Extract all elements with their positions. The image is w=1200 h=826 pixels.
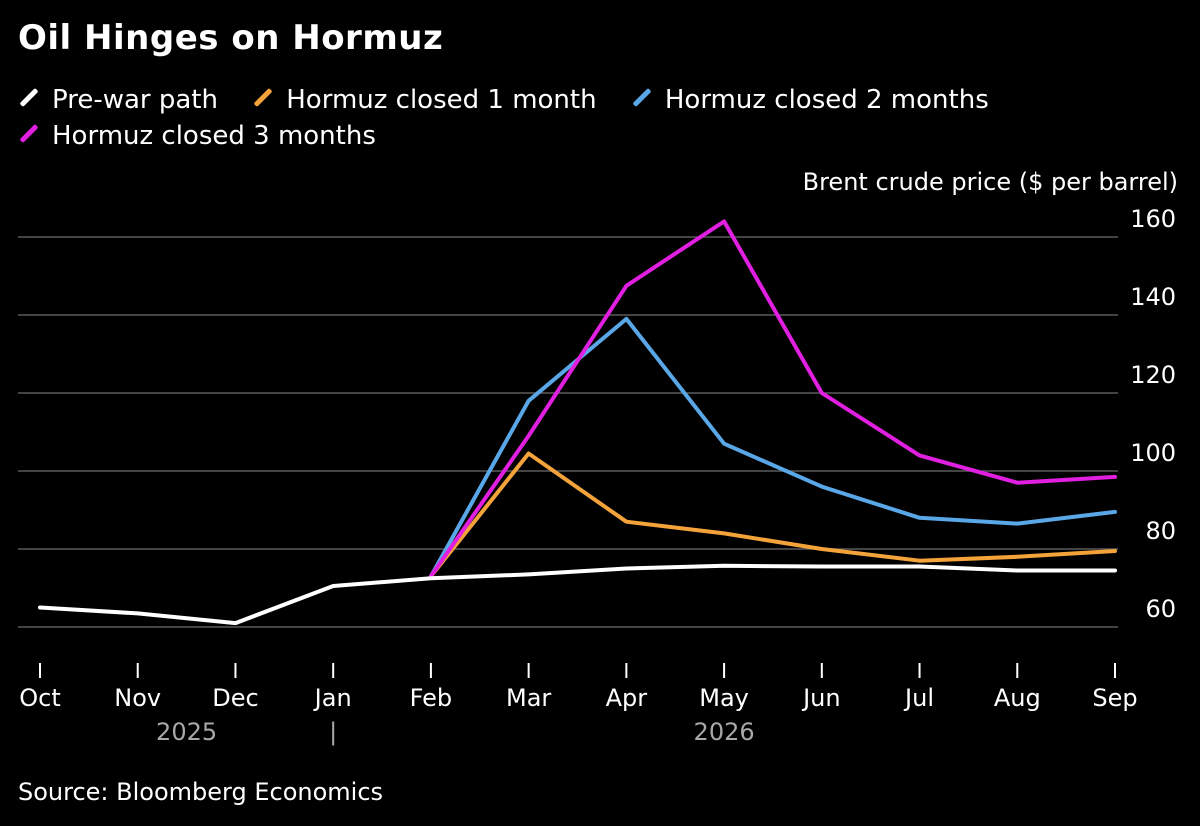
- legend-item-pre-war: Pre-war path: [18, 82, 218, 118]
- legend-label: Hormuz closed 3 months: [52, 121, 376, 151]
- y-tick-labels: 60 80 100 120 140 160: [1130, 205, 1176, 623]
- legend: Pre-war path Hormuz closed 1 month Hormu…: [18, 82, 1118, 154]
- legend-label: Hormuz closed 2 months: [664, 85, 989, 115]
- series-line-hormuz-closed-1-month: [428, 451, 1117, 579]
- legend-item-closed-1-month: Hormuz closed 1 month: [252, 82, 597, 118]
- legend-item-closed-3-months: Hormuz closed 3 months: [18, 118, 376, 154]
- series-line-pre-war-path: [38, 563, 1117, 626]
- x-tick-label-aug: Aug: [994, 684, 1041, 712]
- y-tick-label-80: 80: [1145, 517, 1176, 545]
- y-tick-label-120: 120: [1130, 361, 1176, 389]
- legend-item-closed-2-months: Hormuz closed 2 months: [631, 82, 989, 118]
- year-label-2026: 2026: [694, 718, 755, 746]
- x-tick-label-sep: Sep: [1092, 684, 1137, 712]
- gridlines: [18, 236, 1118, 628]
- x-tick-label-apr: Apr: [606, 684, 648, 712]
- legend-label: Hormuz closed 1 month: [286, 85, 597, 115]
- x-tick-label-jun: Jun: [801, 684, 841, 712]
- y-tick-label-140: 140: [1130, 283, 1176, 311]
- x-tick-label-mar: Mar: [506, 684, 551, 712]
- x-tick-label-dec: Dec: [212, 684, 258, 712]
- x-tick-label-oct: Oct: [19, 684, 61, 712]
- x-tick-label-nov: Nov: [114, 684, 161, 712]
- year-label-divider: |: [329, 718, 337, 746]
- year-labels: 2025 | 2026: [156, 718, 755, 746]
- y-axis-label: Brent crude price ($ per barrel): [802, 168, 1178, 196]
- x-tick-marks: [39, 663, 1116, 678]
- x-tick-labels: Oct Nov Dec Jan Feb Mar Apr May Jun Jul Aug Sep: [19, 684, 1137, 712]
- year-label-2025: 2025: [156, 718, 217, 746]
- x-tick-label-jan: Jan: [313, 684, 352, 712]
- chart-title: Oil Hinges on Hormuz: [18, 18, 444, 58]
- series-line-hormuz-closed-3-months: [428, 219, 1117, 579]
- y-tick-label-160: 160: [1130, 205, 1176, 233]
- x-tick-label-jul: Jul: [903, 684, 934, 712]
- source-note: Source: Bloomberg Economics: [18, 778, 384, 806]
- y-tick-label-60: 60: [1145, 595, 1176, 623]
- series-line-hormuz-closed-2-months: [428, 316, 1117, 579]
- series-lines: [38, 219, 1117, 626]
- x-tick-label-feb: Feb: [410, 684, 453, 712]
- x-tick-label-may: May: [699, 684, 749, 712]
- legend-label: Pre-war path: [52, 85, 218, 115]
- y-tick-label-100: 100: [1130, 439, 1176, 467]
